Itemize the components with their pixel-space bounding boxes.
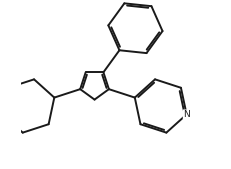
Text: N: N — [183, 110, 190, 119]
